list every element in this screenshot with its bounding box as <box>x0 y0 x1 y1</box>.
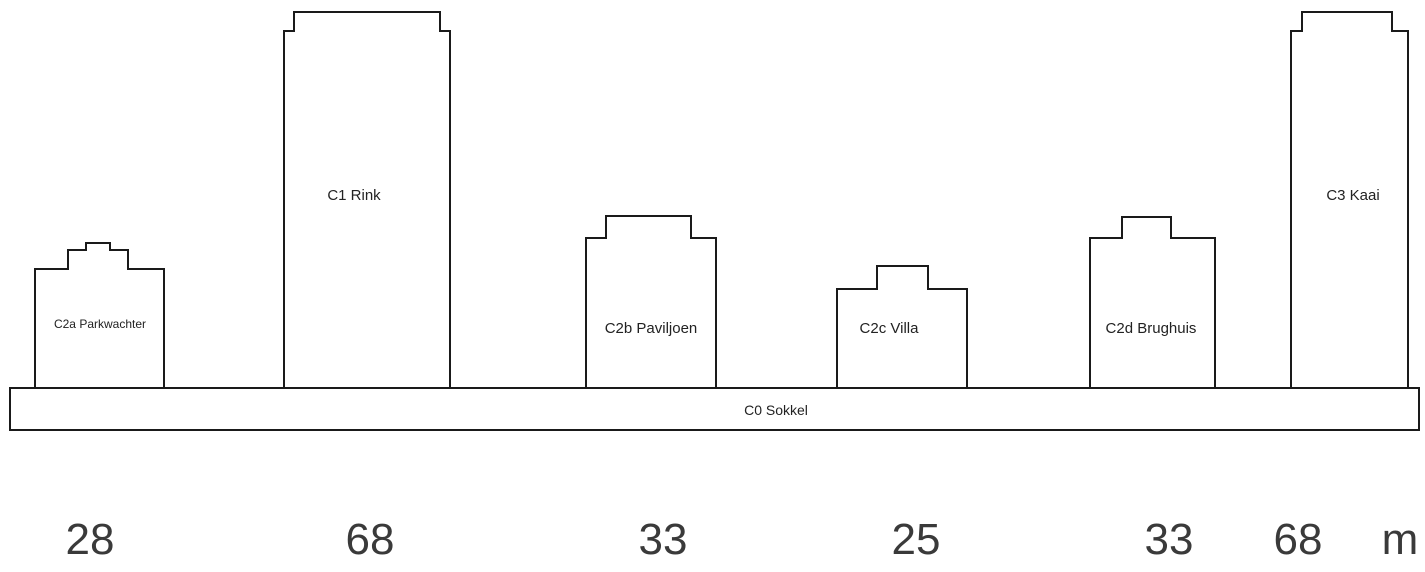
height-c2c: 25 <box>891 515 941 564</box>
building-c1: C1 Rink <box>283 11 451 388</box>
building-c2c-label: C2c Villa <box>860 320 920 337</box>
building-c3-label: C3 Kaai <box>1326 187 1379 204</box>
building-c3: C3 Kaai <box>1290 11 1409 388</box>
building-c1-label: C1 Rink <box>327 187 381 204</box>
building-c2d-label: C2d Brughuis <box>1106 320 1197 337</box>
height-unit: m <box>1381 515 1419 564</box>
height-c2a: 28 <box>65 515 115 564</box>
building-c2c: C2c Villa <box>836 265 968 388</box>
base-sokkel: C0 Sokkel <box>9 387 1420 431</box>
height-c1: 68 <box>345 515 395 564</box>
base-label: C0 Sokkel <box>744 402 808 418</box>
building-c2a-label: C2a Parkwachter <box>54 317 146 331</box>
building-c2a: C2a Parkwachter <box>34 242 165 388</box>
height-values-row: 28 68 33 25 33 68 m <box>0 518 1425 567</box>
height-c3: 68 <box>1273 515 1323 564</box>
building-c2b-label: C2b Paviljoen <box>605 320 698 337</box>
building-c2b: C2b Paviljoen <box>585 215 717 388</box>
building-c2d: C2d Brughuis <box>1089 216 1216 388</box>
height-c2b: 33 <box>638 515 688 564</box>
height-c2d: 33 <box>1144 515 1194 564</box>
